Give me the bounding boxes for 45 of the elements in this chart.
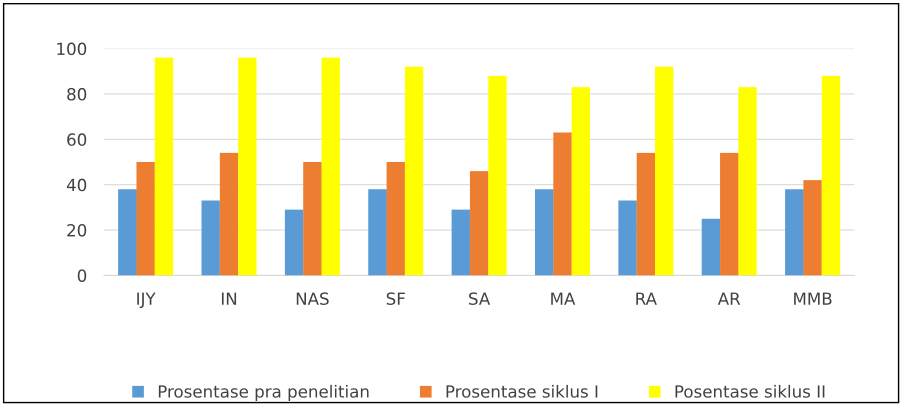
- bar: [702, 218, 720, 276]
- bar: [822, 76, 840, 276]
- bar: [803, 180, 822, 276]
- bar: [452, 210, 470, 276]
- x-tick-label: SF: [386, 292, 405, 305]
- bar: [368, 189, 387, 276]
- bar: [655, 66, 674, 276]
- bar: [618, 200, 637, 276]
- bar: [322, 58, 340, 276]
- bar: [136, 162, 155, 276]
- y-tick-label: 80: [67, 88, 86, 101]
- bar: [534, 189, 554, 276]
- bar: [238, 58, 257, 276]
- bar: [154, 58, 174, 276]
- bar: [118, 189, 136, 276]
- y-tick-label: 100: [57, 42, 86, 56]
- bar: [738, 87, 757, 276]
- legend-label: Prosentase pra penelitian: [158, 384, 369, 402]
- y-tick-label: 40: [66, 178, 86, 192]
- bar: [636, 152, 656, 276]
- bar: [785, 189, 804, 276]
- x-tick-label: SA: [469, 292, 490, 305]
- bar: [470, 171, 488, 276]
- bar: [386, 162, 405, 276]
- bar: [553, 132, 572, 276]
- x-tick-label: RA: [636, 292, 657, 305]
- bar: [202, 200, 220, 276]
- x-tick-label: AR: [718, 292, 740, 305]
- y-tick-label: 60: [67, 133, 86, 146]
- y-tick-label: 0: [78, 269, 86, 282]
- bar: [220, 152, 238, 276]
- bar: [404, 66, 424, 276]
- bar: [572, 87, 590, 276]
- x-tick-label: NAS: [296, 292, 329, 305]
- y-tick-label: 20: [67, 224, 86, 237]
- x-tick-label: MA: [551, 292, 576, 305]
- x-tick-label: IJY: [137, 292, 156, 308]
- bar: [303, 162, 322, 276]
- legend-label: Prosentase siklus I: [446, 384, 598, 398]
- bar: [284, 210, 304, 276]
- legend-label: Posentase siklus II: [676, 384, 824, 398]
- bar: [488, 76, 507, 276]
- bar: [720, 152, 738, 276]
- x-tick-label: MMB: [794, 292, 832, 305]
- x-tick-label: IN: [222, 292, 236, 305]
